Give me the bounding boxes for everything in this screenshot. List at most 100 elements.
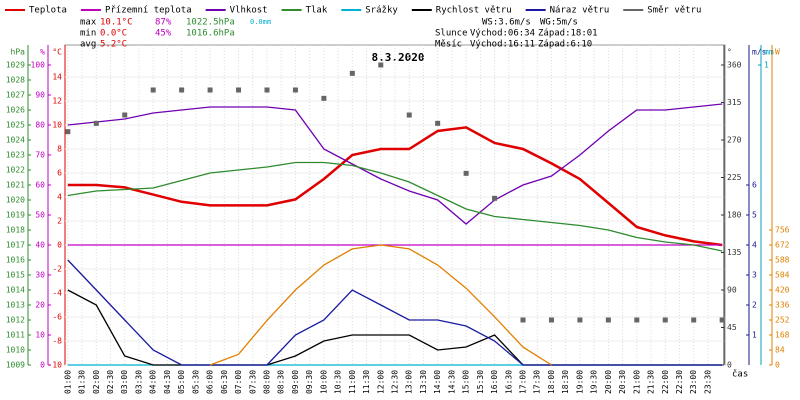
y-tick-label: 14 — [52, 73, 62, 82]
direction-point — [577, 317, 583, 323]
y-tick-label: -2 — [52, 265, 62, 274]
x-tick-label: 21:30 — [647, 370, 656, 394]
x-tick-label: 07:30 — [248, 370, 257, 394]
series-line — [67, 103, 723, 225]
y-tick-label: 3 — [752, 271, 757, 280]
x-tick-label: 22:30 — [675, 370, 684, 394]
x-tick-label: 10:30 — [334, 370, 343, 394]
stat-value: 1016.6hPa — [186, 29, 235, 39]
direction-point — [662, 317, 668, 323]
y-tick-label: 672 — [775, 241, 790, 250]
series-line — [67, 259, 723, 366]
x-tick-label: 02:00 — [92, 370, 101, 394]
x-tick-label: 09:00 — [291, 370, 300, 394]
y-tick-label: 10 — [35, 331, 45, 340]
stat-value: 5.2°C — [100, 40, 127, 50]
legend-label: Teplota — [29, 6, 67, 16]
y-tick-label: 1020 — [6, 196, 25, 205]
direction-point — [93, 120, 99, 126]
y-tick-label: 50 — [35, 211, 45, 220]
y-tick-label: 1010 — [6, 346, 25, 355]
stat-value: 10.1°C — [100, 18, 133, 28]
y-tick-label: 0 — [40, 361, 45, 370]
axis-unit: hPa — [11, 48, 26, 57]
direction-point — [264, 87, 270, 93]
sun-info: Západ:18:01 — [538, 29, 598, 39]
stat-label: avg — [80, 40, 96, 50]
y-tick-label: 0 — [57, 241, 62, 250]
sun-info: Východ:06:34 — [470, 29, 535, 39]
y-tick-label: 252 — [775, 316, 790, 325]
x-tick-label: 01:00 — [63, 370, 72, 394]
x-tick-label: 14:00 — [433, 370, 442, 394]
y-tick-label: 504 — [775, 271, 790, 280]
x-tick-label: 20:00 — [604, 370, 613, 394]
y-tick-label: 10 — [52, 121, 62, 130]
y-tick-label: 1015 — [6, 271, 25, 280]
y-tick-label: 1026 — [6, 106, 25, 115]
y-tick-label: 2 — [752, 301, 757, 310]
direction-point — [236, 87, 242, 93]
y-tick-label: 1028 — [6, 76, 25, 85]
direction-point — [634, 317, 640, 323]
y-tick-label: 1009 — [6, 361, 25, 370]
y-tick-label: 588 — [775, 256, 790, 265]
wind-stat: WG:5m/s — [540, 18, 578, 28]
x-tick-label: 02:30 — [106, 370, 115, 394]
x-tick-label: 06:00 — [206, 370, 215, 394]
x-tick-label: 21:00 — [632, 370, 641, 394]
x-axis-label: čas — [732, 369, 748, 380]
series-line — [67, 161, 723, 252]
x-tick-label: 09:30 — [305, 370, 314, 394]
y-tick-label: 1013 — [6, 301, 25, 310]
wind-stat: WS:3.6m/s — [482, 18, 531, 28]
y-tick-label: -4 — [52, 289, 62, 298]
y-tick-label: -8 — [52, 337, 62, 346]
direction-point — [492, 195, 498, 201]
x-tick-label: 07:00 — [234, 370, 243, 394]
x-tick-label: 19:30 — [590, 370, 599, 394]
y-tick-label: 1023 — [6, 151, 25, 160]
x-tick-label: 12:00 — [376, 370, 385, 394]
stat-value: 0.0°C — [100, 29, 127, 39]
y-tick-label: 1 — [752, 331, 757, 340]
y-tick-label: 1024 — [6, 136, 25, 145]
legend-label: Tlak — [306, 6, 328, 16]
x-tick-label: 05:00 — [177, 370, 186, 394]
x-tick-label: 16:30 — [504, 370, 513, 394]
axis-unit: °C — [52, 48, 62, 57]
x-tick-label: 04:00 — [149, 370, 158, 394]
axis-unit: % — [40, 48, 45, 57]
y-tick-label: -10 — [48, 361, 63, 370]
y-tick-label: 1022 — [6, 166, 25, 175]
x-tick-label: 06:30 — [220, 370, 229, 394]
direction-point — [292, 87, 298, 93]
legend-label: Náraz větru — [550, 6, 610, 16]
y-tick-label: 1029 — [6, 61, 25, 70]
direction-point — [691, 317, 697, 323]
axis-unit: m/s — [752, 48, 767, 57]
direction-point — [321, 95, 327, 101]
y-tick-label: 4 — [752, 241, 757, 250]
y-tick-label: 6 — [752, 181, 757, 190]
stat-value: 45% — [155, 29, 172, 39]
legend-label: Srážky — [365, 6, 398, 16]
y-tick-label: 6 — [57, 169, 62, 178]
y-tick-label: 45 — [727, 323, 737, 332]
direction-point — [406, 112, 412, 118]
direction-point — [378, 62, 384, 68]
y-tick-label: 4 — [57, 193, 62, 202]
x-tick-label: 23:30 — [703, 370, 712, 394]
direction-point — [548, 317, 554, 323]
direction-point — [207, 87, 213, 93]
x-tick-label: 08:00 — [262, 370, 271, 394]
sun-info: Slunce — [435, 29, 468, 39]
direction-point — [179, 87, 185, 93]
direction-point — [349, 70, 355, 76]
y-tick-label: 0 — [727, 361, 732, 370]
series-line — [209, 244, 552, 366]
y-tick-label: 1011 — [6, 331, 25, 340]
x-tick-label: 18:00 — [547, 370, 556, 394]
direction-point — [435, 120, 441, 126]
